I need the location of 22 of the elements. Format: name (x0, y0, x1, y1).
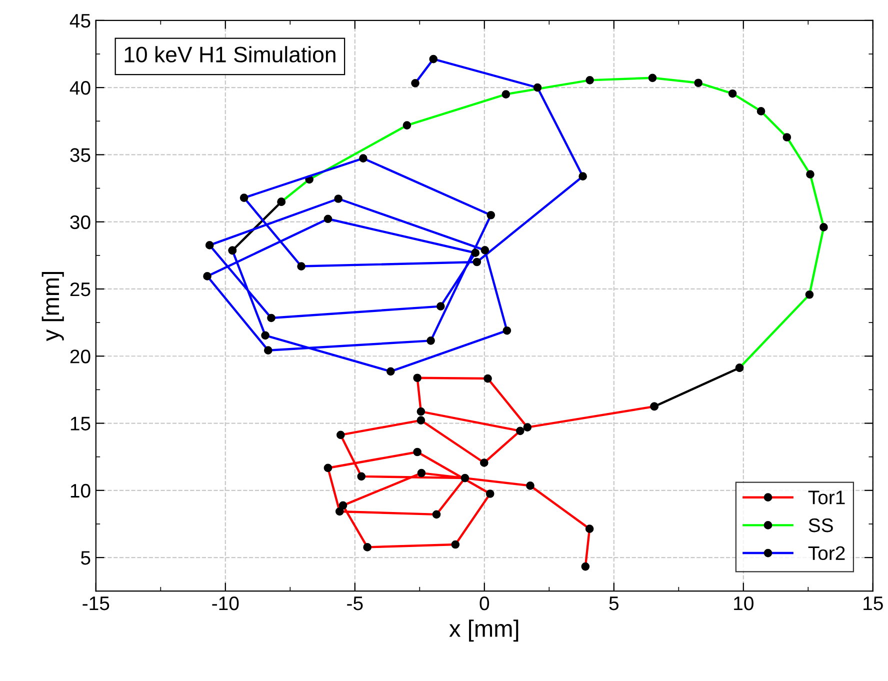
y-axis-title: y [mm] (42, 272, 64, 342)
y-tick-label: 35 (70, 148, 90, 162)
y-tick-label: 25 (70, 282, 90, 296)
x-tick-label: 0 (480, 596, 490, 610)
x-tick-label: -5 (347, 596, 363, 610)
x-tick-label: -15 (82, 596, 110, 610)
y-tick-label: 20 (70, 350, 90, 364)
y-tick-label: 30 (70, 215, 90, 230)
y-tick-label: 5 (81, 551, 90, 565)
x-tick-label: 15 (864, 596, 883, 610)
x-tick-label: 10 (734, 596, 754, 610)
legend-label: Tor2 (808, 546, 845, 560)
y-tick-label: 45 (70, 14, 90, 28)
text: 10 keV H1 Simulation (124, 46, 336, 62)
x-tick-label: 5 (609, 596, 618, 610)
legend-label: SS (808, 518, 833, 532)
x-axis-title: x [mm] (449, 620, 518, 642)
x-tick-label: -10 (212, 596, 239, 610)
y-tick-label: 40 (70, 81, 90, 95)
y-tick-label: 10 (70, 484, 90, 498)
y-tick-label: 15 (70, 416, 90, 430)
legend-label: Tor1 (808, 490, 845, 504)
